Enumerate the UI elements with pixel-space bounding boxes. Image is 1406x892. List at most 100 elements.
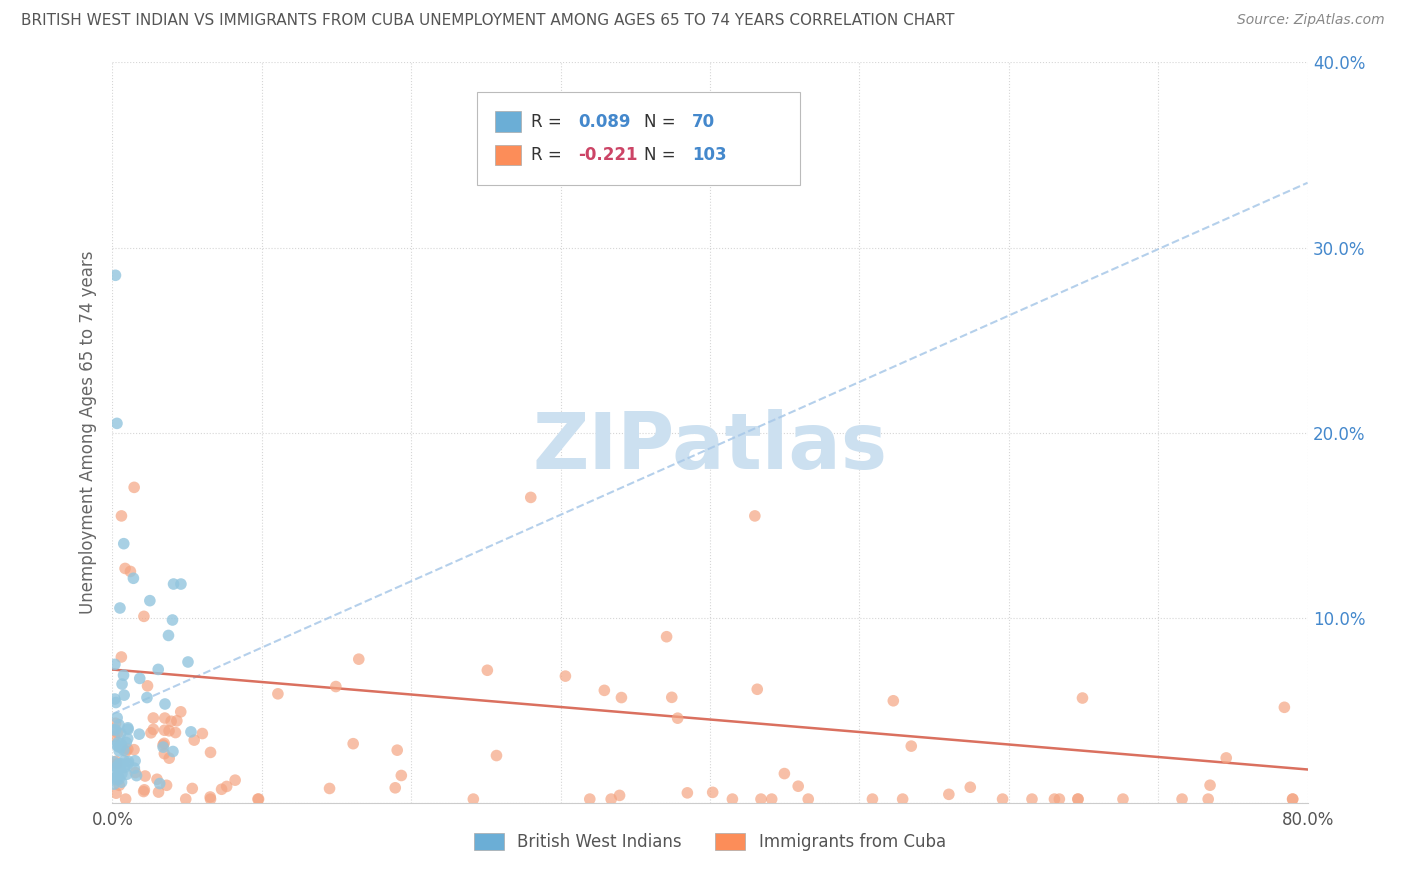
Point: [938, 788, 960, 802]
Point: [267, 687, 290, 701]
Point: [318, 781, 340, 796]
Point: [191, 726, 214, 740]
Text: 103: 103: [692, 146, 727, 164]
Point: [107, 770, 129, 784]
Point: [1112, 792, 1135, 806]
Point: [761, 792, 783, 806]
Point: [153, 723, 176, 738]
Point: [111, 677, 134, 691]
Point: [132, 784, 155, 798]
Point: [139, 726, 162, 740]
Point: [103, 755, 125, 769]
Point: [157, 628, 180, 642]
Point: [174, 792, 197, 806]
Point: [347, 652, 370, 666]
Text: 0.089: 0.089: [579, 112, 631, 130]
Text: Source: ZipAtlas.com: Source: ZipAtlas.com: [1237, 13, 1385, 28]
Point: [554, 669, 576, 683]
Point: [162, 744, 184, 758]
Point: [112, 743, 135, 757]
Point: [115, 735, 138, 749]
Point: [105, 759, 128, 773]
Point: [134, 782, 156, 797]
Point: [114, 792, 136, 806]
Point: [142, 711, 165, 725]
Point: [105, 756, 128, 771]
Point: [132, 609, 155, 624]
Text: BRITISH WEST INDIAN VS IMMIGRANTS FROM CUBA UNEMPLOYMENT AMONG AGES 65 TO 74 YEA: BRITISH WEST INDIAN VS IMMIGRANTS FROM C…: [21, 13, 955, 29]
Point: [900, 739, 922, 753]
Point: [157, 723, 180, 738]
Point: [162, 577, 184, 591]
Point: [128, 727, 150, 741]
Point: [108, 759, 131, 773]
Point: [142, 723, 165, 737]
Y-axis label: Unemployment Among Ages 65 to 74 years: Unemployment Among Ages 65 to 74 years: [79, 251, 97, 615]
Point: [104, 723, 127, 737]
Point: [110, 650, 132, 665]
Point: [702, 785, 724, 799]
Point: [104, 657, 127, 672]
Point: [124, 761, 146, 775]
Point: [117, 755, 139, 769]
Point: [1197, 792, 1219, 806]
Point: [136, 690, 159, 705]
Point: [148, 785, 170, 799]
Text: N =: N =: [644, 112, 681, 130]
Point: [676, 786, 699, 800]
Point: [108, 778, 131, 792]
Point: [247, 792, 270, 806]
Point: [862, 792, 884, 806]
Point: [117, 756, 139, 771]
Point: [991, 792, 1014, 806]
Point: [105, 771, 128, 785]
Point: [155, 778, 177, 792]
Point: [125, 769, 148, 783]
Point: [134, 769, 156, 783]
Point: [104, 696, 127, 710]
Point: [1281, 792, 1303, 806]
Point: [115, 744, 138, 758]
Point: [112, 688, 135, 702]
Point: [246, 792, 269, 806]
Point: [108, 601, 131, 615]
Text: 70: 70: [692, 112, 716, 130]
Point: [1071, 691, 1094, 706]
Point: [1047, 792, 1070, 806]
Point: [110, 739, 132, 754]
Point: [578, 792, 600, 806]
Point: [609, 789, 631, 803]
Bar: [495, 145, 522, 165]
Point: [103, 723, 125, 737]
Point: [1215, 751, 1237, 765]
Point: [1199, 778, 1222, 792]
Point: [107, 761, 129, 775]
Point: [153, 747, 176, 761]
Point: [107, 769, 129, 783]
Point: [773, 766, 796, 780]
Point: [166, 714, 188, 728]
Point: [114, 561, 136, 575]
Point: [108, 744, 131, 758]
Point: [122, 742, 145, 756]
Point: [104, 755, 127, 769]
Point: [181, 781, 204, 796]
Point: [165, 725, 187, 739]
Point: [111, 766, 134, 780]
Point: [122, 480, 145, 494]
Point: [117, 742, 139, 756]
Legend: British West Indians, Immigrants from Cuba: British West Indians, Immigrants from Cu…: [467, 826, 953, 857]
Point: [105, 711, 128, 725]
Point: [104, 268, 127, 283]
Point: [103, 777, 125, 791]
Point: [520, 491, 543, 505]
Point: [104, 716, 127, 731]
Point: [107, 726, 129, 740]
Point: [600, 792, 623, 806]
Point: [387, 743, 409, 757]
FancyBboxPatch shape: [477, 92, 800, 185]
Point: [153, 711, 176, 725]
Point: [148, 662, 170, 676]
Point: [108, 757, 131, 772]
Point: [117, 731, 139, 746]
